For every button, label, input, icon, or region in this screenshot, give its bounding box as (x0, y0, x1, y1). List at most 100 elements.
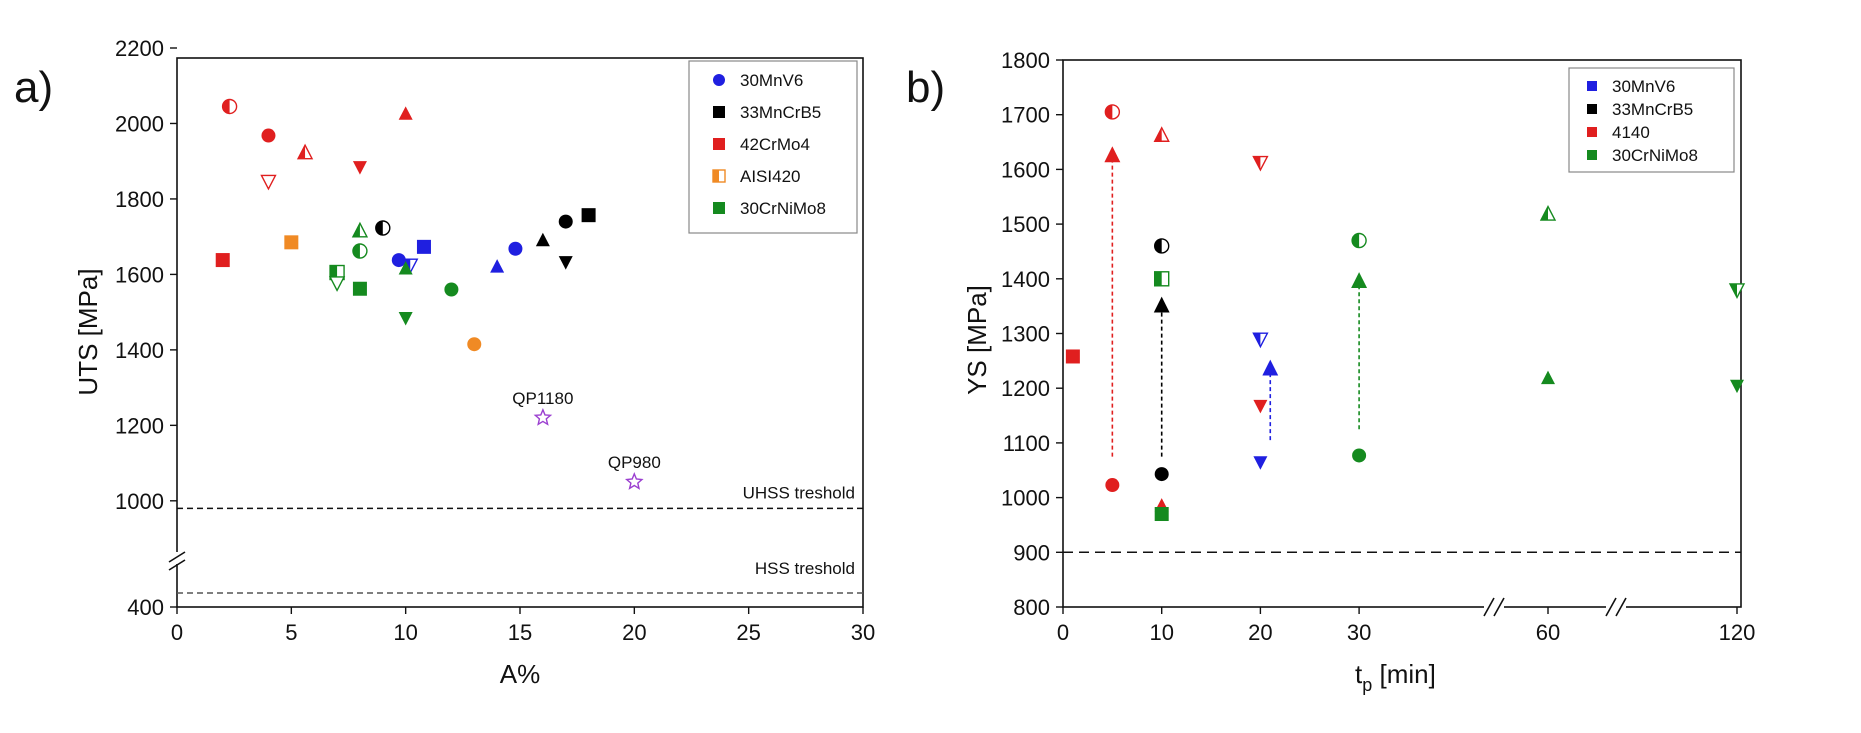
panel-b-point (1104, 104, 1121, 120)
panel-a-legend-label: 42CrMo4 (740, 135, 810, 154)
panel-b-legend-label: 33MnCrB5 (1612, 100, 1693, 119)
panel-b-legend-label: 30CrNiMo8 (1612, 146, 1698, 165)
panel-a-point (558, 214, 573, 229)
panel-a-point-label: QP1180 (512, 389, 573, 408)
panel-a-point (490, 259, 505, 273)
panel-a-legend-marker (713, 202, 725, 214)
panel-a-legend-marker (713, 106, 725, 118)
panel-b-label: b) (906, 63, 945, 112)
panel-b-axis-break-mark (1605, 597, 1617, 617)
panel-a-y-tick-label: 1800 (115, 187, 164, 212)
panel-a-point (352, 243, 368, 259)
panel-b-x-title-rest: [min] (1372, 659, 1436, 689)
panel-b-y-axis-title: YS [MPa] (962, 285, 992, 395)
panel-a-point (533, 407, 553, 426)
hss-threshold-label: HSS treshold (755, 559, 855, 578)
panel-a-point (581, 208, 596, 223)
panel-a-legend-label: 30CrNiMo8 (740, 199, 826, 218)
panel-a-legend-marker (713, 138, 725, 150)
panel-b-point (1252, 155, 1269, 172)
panel-b-x-tick-label: 120 (1719, 620, 1756, 645)
panel-a-point (467, 337, 482, 352)
panel-a-point (351, 221, 369, 238)
panel-b-y-tick-label: 1600 (1001, 157, 1050, 182)
panel-a-axis-break-mark (168, 559, 186, 571)
panel-b-point (1153, 238, 1170, 254)
panel-a-legend-marker (712, 169, 726, 183)
panel-a-point (296, 143, 314, 160)
panel-b-point (1351, 232, 1367, 249)
panel-a-x-tick-label: 0 (171, 620, 183, 645)
panel-a-legend-label: AISI420 (740, 167, 801, 186)
panel-b-point (1730, 379, 1744, 394)
panel-b-axis-break-mark (1483, 597, 1495, 617)
panel-b-y-tick-label: 1100 (1003, 431, 1050, 456)
panel-a-point (352, 161, 367, 175)
panel-a-x-tick-label: 10 (393, 620, 417, 645)
panel-a-x-axis-title: A% (500, 659, 540, 689)
panel-b-point (1153, 271, 1170, 287)
panel-b-x-tick-label: 20 (1248, 620, 1272, 645)
panel-a-x-tick-label: 30 (851, 620, 875, 645)
panel-b-axis-break-gap (1606, 600, 1626, 614)
panel-a-legend-label: 33MnCrB5 (740, 103, 821, 122)
panel-b-point (1153, 126, 1170, 142)
panel-b-y-tick-label: 1700 (1001, 103, 1050, 128)
panel-a-point-label: QP980 (608, 453, 661, 472)
panel-b-y-tick-label: 800 (1013, 595, 1050, 620)
panel-a-y-tick-label: 1400 (115, 338, 164, 363)
panel-a-point (215, 253, 230, 268)
panel-b-y-tick-label: 1000 (1001, 486, 1050, 511)
panel-a-point (391, 253, 406, 268)
panel-a-point (260, 174, 277, 191)
panel-a-point (328, 276, 346, 292)
panel-b-legend: 30MnV6 33MnCrB5 4140 30CrNiMo8 (1568, 67, 1735, 173)
panel-a-y-tick-label: 1000 (115, 489, 164, 514)
panel-a-axis-break-mark (168, 551, 186, 563)
panel-a-x-tick-label: 15 (508, 620, 532, 645)
panel-a-label: a) (14, 63, 53, 112)
panel-b-legend-label: 30MnV6 (1612, 77, 1675, 96)
panel-b-x-tick-label: 60 (1536, 620, 1560, 645)
panel-b-axis-break-gap (1484, 600, 1504, 614)
panel-a-y-axis-title: UTS [MPa] (73, 268, 103, 395)
panel-a-point (535, 232, 550, 247)
panel-a-point (508, 241, 523, 256)
panel-b-legend-marker (1587, 127, 1597, 137)
panel-b-legend-marker (1587, 150, 1597, 160)
panel-a-point (416, 239, 431, 254)
panel-b-point (1352, 448, 1367, 463)
panel-a-point (444, 282, 459, 297)
panel-b-legend-marker (1587, 81, 1597, 91)
panel-b-legend-marker (1587, 104, 1597, 114)
panel-b-point (1105, 478, 1120, 493)
panel-b-chart: b) 0 10 20 30 60 120 800 900 1000 1100 1200 1300 140… (906, 48, 1755, 695)
panel-b-y-tick-label: 900 (1013, 540, 1050, 565)
panel-b-point (1728, 283, 1746, 299)
panel-a-legend: 30MnV6 33MnCrB5 42CrMo4 AISI420 30CrNiMo8 (688, 60, 858, 234)
panel-a-point (284, 235, 299, 250)
panel-b-y-tick-label: 1500 (1001, 212, 1050, 237)
panel-b-x-title-sub: p (1362, 675, 1372, 695)
panel-a-y-tick-label: 400 (127, 595, 164, 620)
panel-b-axis-break-mark (1493, 597, 1505, 617)
panel-a-y-tick-label: 2000 (115, 111, 164, 136)
panel-b-axis-break-mark (1615, 597, 1627, 617)
uhss-threshold-label: UHSS treshold (743, 483, 855, 502)
panel-a-x-tick-label: 5 (285, 620, 297, 645)
panel-b-point (1065, 349, 1080, 364)
panel-b-legend-label: 4140 (1612, 123, 1650, 142)
panel-b-y-tick-label: 1400 (1001, 267, 1050, 292)
panel-a-point (261, 128, 276, 143)
panel-a-point (375, 220, 391, 236)
panel-b-x-tick-label: 30 (1347, 620, 1371, 645)
panel-a-point (221, 98, 238, 115)
panel-a-y-tick-label: 1600 (115, 262, 164, 287)
panel-b-y-tick-label: 1800 (1001, 48, 1050, 73)
panel-b-point (1253, 399, 1268, 414)
panel-a-point (398, 261, 413, 275)
panel-a-y-tick-label: 2200 (115, 36, 164, 61)
panel-b-point (1539, 205, 1557, 221)
panel-b-point (1541, 370, 1555, 385)
